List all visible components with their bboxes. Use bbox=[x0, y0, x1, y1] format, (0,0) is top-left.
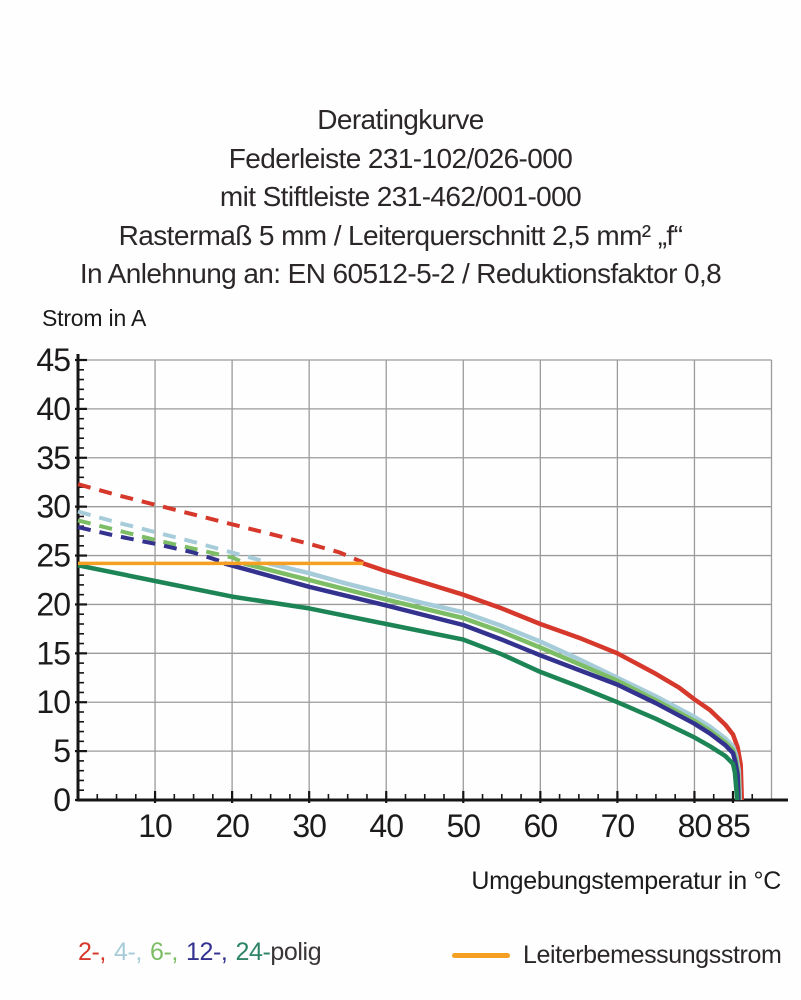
y-tick-label: 0 bbox=[53, 782, 70, 818]
x-axis-title: Umgebungstemperatur in °C bbox=[471, 867, 781, 895]
x-tick-label: 80 bbox=[678, 808, 712, 844]
x-tick-label: 60 bbox=[524, 808, 558, 844]
x-tick-label: 20 bbox=[215, 808, 249, 844]
y-tick-label: 40 bbox=[36, 391, 70, 427]
curve-6-polig-dashed bbox=[77, 518, 245, 565]
legend-pole-suffix: polig bbox=[270, 938, 322, 966]
title-line-4: Rastermaß 5 mm / Leiterquerschnitt 2,5 m… bbox=[118, 219, 683, 251]
x-tick-label: 30 bbox=[292, 808, 326, 844]
y-tick-label: 30 bbox=[36, 489, 70, 525]
y-tick-label: 5 bbox=[53, 733, 70, 769]
y-tick-label: 35 bbox=[36, 440, 70, 476]
curve-12-polig-dashed bbox=[77, 525, 226, 565]
title-line-3: mit Stiftleiste 231-462/001-000 bbox=[219, 181, 582, 212]
curve-4-polig-dashed bbox=[77, 509, 269, 565]
legend-pole-12: 12-, bbox=[185, 938, 228, 966]
x-tick-label: 40 bbox=[369, 808, 403, 844]
y-tick-label: 15 bbox=[36, 635, 70, 671]
x-tick-label: 50 bbox=[446, 808, 480, 844]
legend-pole-24: 24- bbox=[235, 938, 271, 966]
title-line-1: Deratingkurve bbox=[317, 104, 484, 135]
chart-title: Deratingkurve Federleiste 231-102/026-00… bbox=[0, 101, 801, 294]
y-tick-label: 20 bbox=[36, 586, 70, 622]
legend-pole-6: 6-, bbox=[149, 938, 178, 966]
legend-pole-2: 2-, bbox=[78, 938, 106, 966]
legend-poles: 2-, 4-, 6-, 12-, 24-polig bbox=[78, 938, 322, 967]
curve-2-polig-dashed bbox=[77, 482, 364, 565]
legend-limit: Leiterbemessungsstrom bbox=[452, 938, 782, 972]
limit-line-swatch bbox=[452, 952, 510, 958]
y-axis-title: Strom in A bbox=[42, 305, 147, 331]
legend-pole-4: 4-, bbox=[113, 938, 142, 966]
curve-12-polig bbox=[223, 561, 741, 801]
limit-line-label: Leiterbemessungsstrom bbox=[523, 940, 782, 969]
y-tick-label: 10 bbox=[36, 684, 70, 720]
curve-2-polig bbox=[362, 561, 745, 801]
title-line-2: Federleiste 231-102/026-000 bbox=[228, 142, 573, 174]
x-tick-label: 10 bbox=[138, 808, 172, 844]
x-tick-label: 70 bbox=[601, 808, 635, 844]
y-tick-label: 25 bbox=[36, 538, 70, 574]
x-tick-label: 85 bbox=[716, 808, 750, 844]
curve-24-polig bbox=[77, 563, 740, 801]
title-line-5: In Anlehnung an: EN 60512-5-2 / Reduktio… bbox=[79, 258, 722, 289]
y-tick-label: 45 bbox=[36, 342, 70, 378]
